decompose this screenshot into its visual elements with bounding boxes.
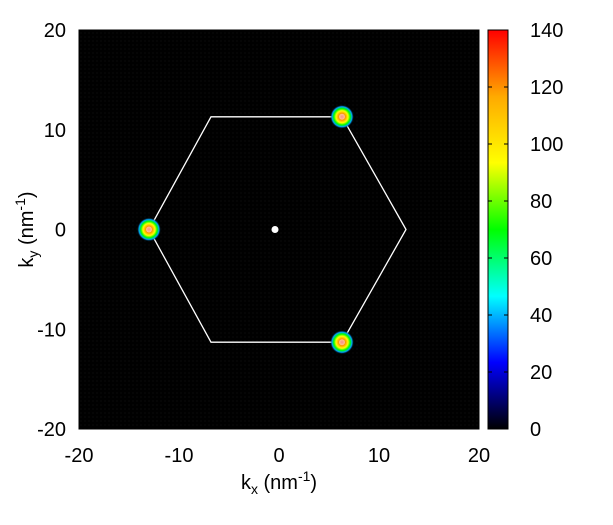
colorbar-tick-label: 60 — [530, 248, 552, 270]
colorbar-tick-label: 140 — [530, 20, 563, 42]
diffraction-peak-core-2 — [146, 226, 152, 233]
diffraction-peak-core-3 — [339, 339, 345, 346]
x-tick-label: 10 — [368, 445, 390, 467]
y-tick-label: -10 — [37, 319, 66, 341]
diffraction-peak-core-1 — [339, 113, 345, 120]
colorbar-axis: 0 20 40 60 80 100 120 140 — [488, 20, 563, 441]
y-tick-label: 10 — [44, 120, 66, 142]
x-tick-label: -20 — [65, 445, 94, 467]
x-tick-label: 20 — [468, 445, 490, 467]
colorbar-tick-label: 40 — [530, 305, 552, 327]
y-axis: -20 -10 0 10 20 — [37, 20, 85, 441]
x-tick-label: 0 — [273, 445, 284, 467]
colorbar — [487, 29, 509, 430]
y-axis-label: ky (nm-1) — [12, 191, 41, 267]
colorbar-tick-label: 100 — [530, 134, 563, 156]
y-tick-label: -20 — [37, 419, 66, 441]
y-tick-label: 0 — [55, 220, 66, 242]
colorbar-tick-label: 0 — [530, 419, 541, 441]
colorbar-tick-label: 80 — [530, 191, 552, 213]
y-tick-label: 20 — [44, 20, 66, 42]
x-axis-label: kx (nm-1) — [241, 468, 317, 497]
colorbar-tick-label: 120 — [530, 77, 563, 99]
colorbar-tick-label: 20 — [530, 362, 552, 384]
gamma-point — [271, 226, 279, 233]
x-tick-label: -10 — [165, 445, 194, 467]
x-axis: -20 -10 0 10 20 — [65, 423, 490, 467]
